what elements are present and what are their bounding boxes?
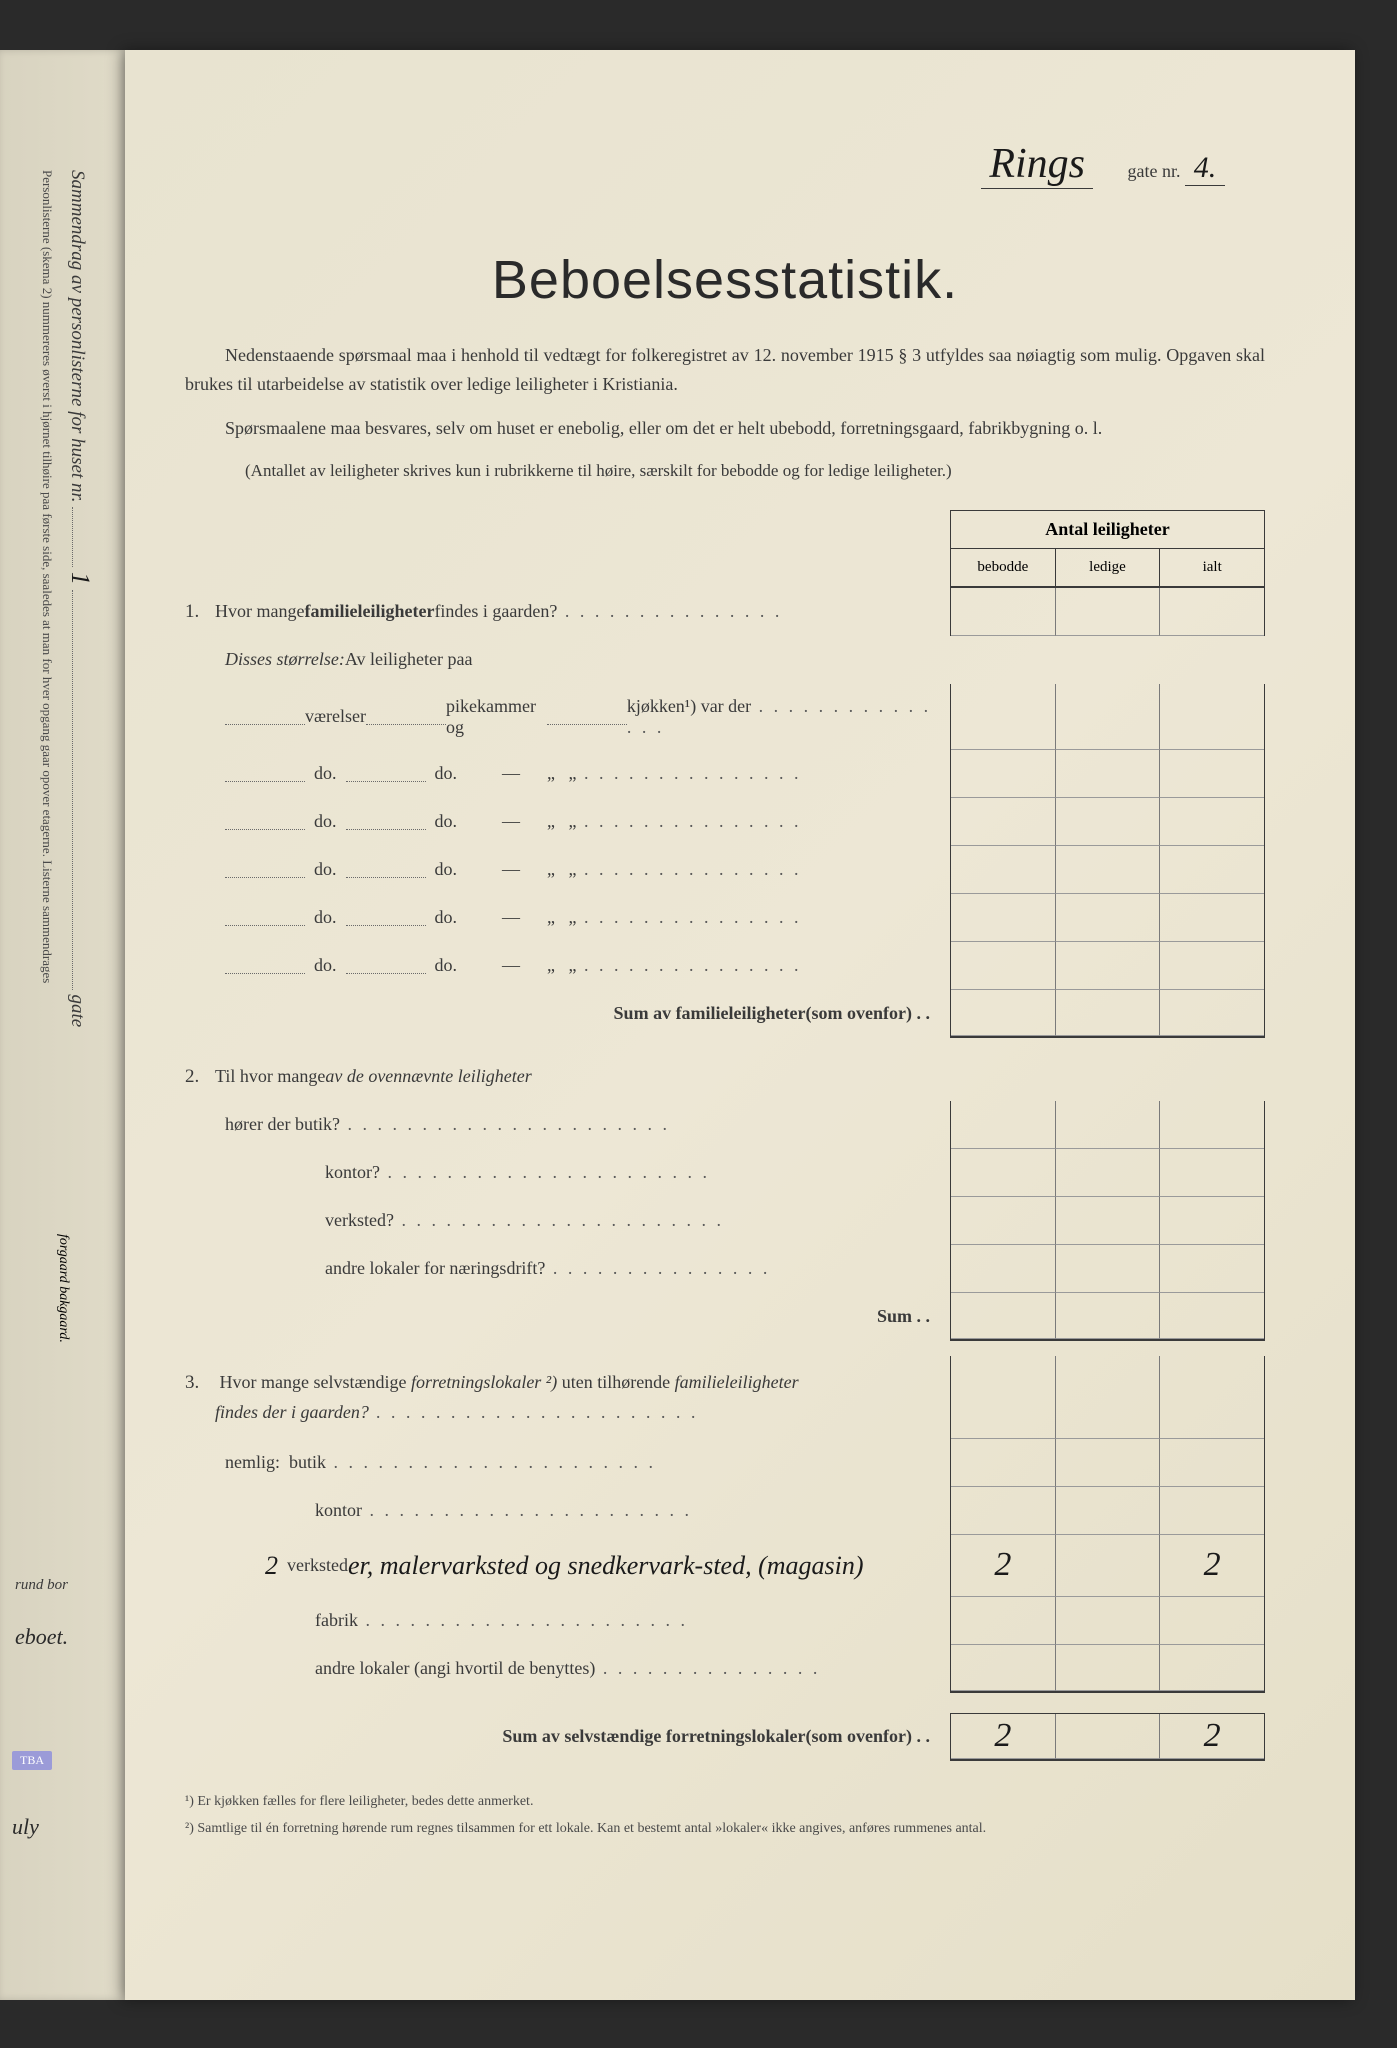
q3-sum: Sum av selvstændige forretningslokaler (… [185,1713,1265,1761]
margin-badge: TBA [12,1751,52,1770]
street-name-handwritten: Rings [981,140,1093,189]
q1-do5: do. do. — „ „ [185,942,1265,990]
margin-forgaard: forgaard bakgaard. [54,1234,71,1343]
q1-sum: Sum av familieleiligheter (som ovenfor) … [185,990,1265,1038]
q3-andre: andre lokaler (angi hvortil de benyttes) [185,1645,1265,1693]
margin-house-nr: 1 [66,572,95,585]
q1-do4: do. do. — „ „ [185,894,1265,942]
q2-andre: andre lokaler for næringsdrift? [185,1245,1265,1293]
q1-do1: do. do. — „ „ [185,750,1265,798]
q2-kontor: kontor? [185,1149,1265,1197]
header-line: Rings gate nr. 4. [185,140,1225,189]
page-title: Beboelsesstatistik. [185,249,1265,311]
q1-row: 1. Hvor mange familieleiligheter findes … [185,588,1265,636]
q1-do2: do. do. — „ „ [185,798,1265,846]
intro-p2: Spørsmaalene maa besvares, selv om huset… [185,414,1265,443]
margin-eboet: eboet. [15,1624,68,1650]
footnotes: ¹) Er kjøkken fælles for flere leilighet… [185,1791,1265,1839]
q3-verksted-ledige [1056,1535,1161,1597]
margin-vertical-subtitle: Personlisterne (skema 2) nummereres øver… [39,170,55,1370]
q3-row: 3. Hvor mange selvstændige forretningslo… [185,1356,1265,1439]
margin-labels: rund bor eboet. [15,1577,68,1680]
q2-sum: Sum . . [185,1293,1265,1341]
q1-disses-row: Disses størrelse: Av leiligheter paa [185,636,1265,684]
q3-kontor: kontor [185,1487,1265,1535]
q2-num: 2. [185,1066,215,1088]
col-ialt: ialt [1160,549,1264,586]
q2-butik: hører der butik? [185,1101,1265,1149]
footnote-2: ²) Samtlige til én forretning hørende ru… [185,1818,1265,1839]
q3-sum-ialt: 2 [1160,1714,1264,1759]
q3-sum-bebodde: 2 [951,1714,1056,1759]
q3-fabrik: fabrik [185,1597,1265,1645]
q3-verksted-count-hw: 2 [265,1551,278,1581]
table-header-title: Antal leiligheter [951,511,1264,549]
q3-verksted-bebodde: 2 [951,1535,1056,1597]
q3-num: 3. [185,1368,215,1398]
intro-parenthetical: (Antallet av leiligheter skrives kun i r… [185,457,1265,484]
q3-sum-ledige [1056,1714,1161,1759]
q3-verksted-handwritten: er, malervarksted og snedkervark-sted, (… [348,1551,864,1581]
col-bebodde: bebodde [951,549,1056,586]
q2-row: 2. Til hvor mange av de ovennævnte leili… [185,1053,1265,1101]
margin-uly: uly [12,1814,39,1840]
gate-nr-handwritten: 4. [1185,151,1225,186]
col-ledige: ledige [1056,549,1161,586]
margin-vertical-title: Sammendrag av personlisterne for huset n… [65,170,95,1370]
margin-strip: Sammendrag av personlisterne for huset n… [0,50,125,2000]
gate-nr-label: gate nr. [1128,161,1181,181]
document-page: Rings gate nr. 4. Beboelsesstatistik. Ne… [125,50,1355,2000]
q3-verksted: 2 verksted er, malervarksted og snedkerv… [185,1535,1265,1597]
intro-p1: Nedenstaaende spørsmaal maa i henhold ti… [185,341,1265,399]
q2-verksted: verksted? [185,1197,1265,1245]
form-area: Antal leiligheter bebodde ledige ialt 1.… [185,510,1265,1761]
q3-verksted-ialt: 2 [1160,1535,1264,1597]
q3-butik: nemlig: butik [185,1439,1265,1487]
footnote-1: ¹) Er kjøkken fælles for flere leilighet… [185,1791,1265,1812]
table-header: Antal leiligheter bebodde ledige ialt [185,510,1265,588]
q1-do3: do. do. — „ „ [185,846,1265,894]
margin-rund-bor: rund bor [15,1577,68,1594]
q1-line1: værelser pikekammer og kjøkken¹) var der [185,684,1265,750]
q1-num: 1. [185,601,215,623]
